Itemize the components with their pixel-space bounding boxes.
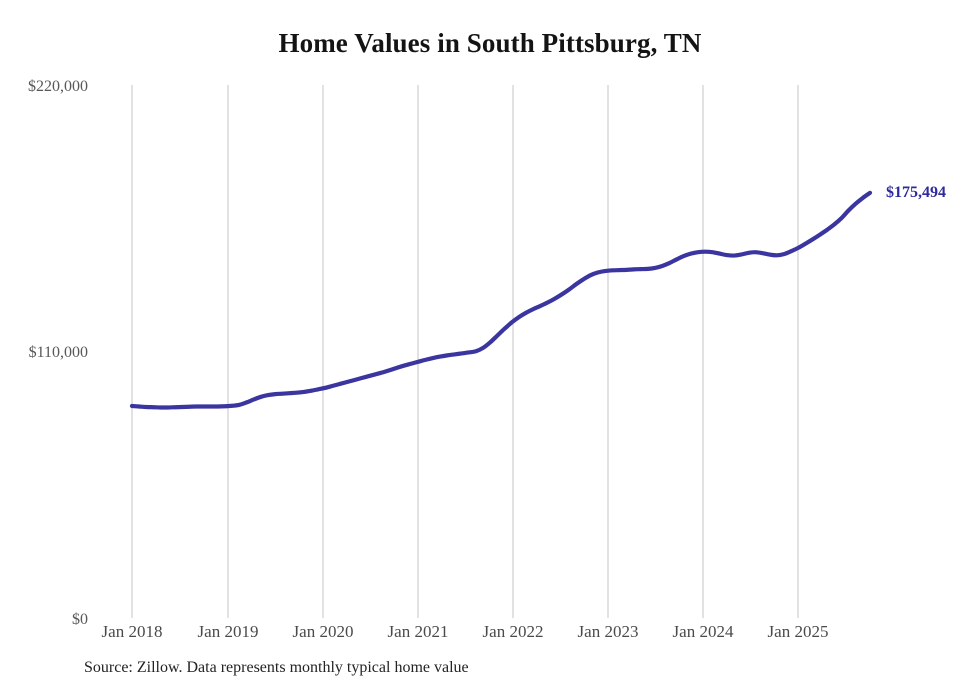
end-value-annotation: $175,494 bbox=[886, 183, 946, 201]
gridlines-group bbox=[131, 85, 799, 618]
y-axis-tick-110000: $110,000 bbox=[28, 344, 88, 361]
data-series-line bbox=[129, 190, 873, 410]
y-axis-tick-0: $0 bbox=[72, 611, 88, 628]
x-axis-tick-jan-2023: Jan 2023 bbox=[577, 622, 639, 641]
x-axis-tick-jan-2019: Jan 2019 bbox=[197, 622, 259, 641]
y-axis-tick-220000: $220,000 bbox=[28, 78, 88, 95]
x-axis-tick-jan-2022: Jan 2022 bbox=[482, 622, 544, 641]
x-axis-tick-jan-2025: Jan 2025 bbox=[767, 622, 829, 641]
x-axis-tick-jan-2018: Jan 2018 bbox=[101, 622, 163, 641]
page-title: Home Values in South Pittsburg, TN bbox=[278, 28, 702, 58]
x-axis-tick-jan-2021: Jan 2021 bbox=[387, 622, 449, 641]
x-axis-tick-jan-2020: Jan 2020 bbox=[292, 622, 354, 641]
x-axis-tick-jan-2024: Jan 2024 bbox=[672, 622, 734, 641]
source-note: Source: Zillow. Data represents monthly … bbox=[84, 659, 469, 676]
